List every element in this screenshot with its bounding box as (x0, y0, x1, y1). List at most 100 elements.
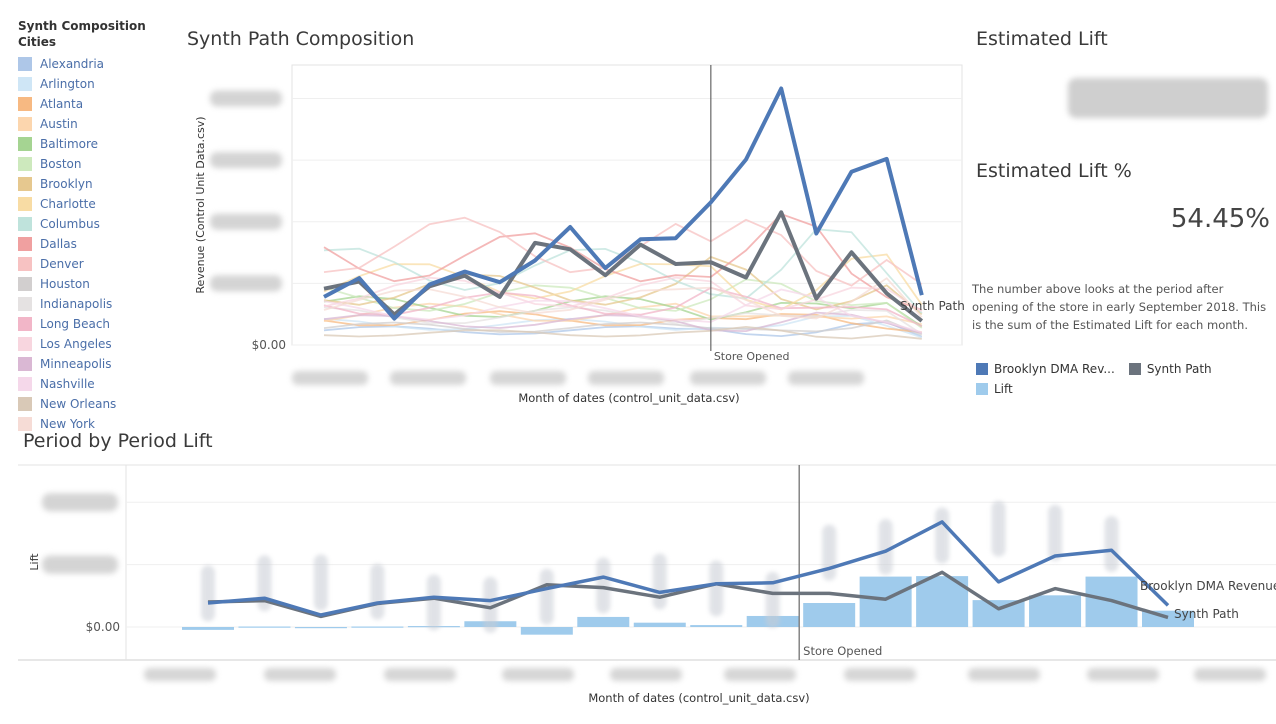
legend-item[interactable]: Minneapolis (18, 354, 178, 374)
plot-frame (291, 64, 963, 346)
legend-swatch (18, 237, 32, 251)
city-series-line (323, 288, 923, 334)
y-tick-redacted (42, 555, 118, 574)
legend-item[interactable]: Columbus (18, 214, 178, 234)
legend-item-label: Minneapolis (40, 357, 112, 371)
legend-item[interactable]: Long Beach (18, 314, 178, 334)
lift-bar (238, 626, 291, 628)
x-tick-redacted (588, 371, 664, 385)
city-series-line (323, 325, 922, 340)
store-opened-label: Store Opened (714, 350, 790, 363)
lift-bar (1029, 595, 1082, 627)
estimated-lift-pct-title: Estimated Lift % (976, 160, 1132, 182)
legend-swatch (18, 197, 32, 211)
range-mark-redacted (201, 565, 215, 622)
legend-item[interactable]: Denver (18, 254, 178, 274)
x-tick-redacted (390, 371, 466, 385)
legend-item-label: Los Angeles (40, 337, 112, 351)
legend-item[interactable]: Atlanta (18, 94, 178, 114)
legend-lift-label: Lift (994, 382, 1013, 396)
city-series-line (323, 295, 923, 328)
y-tick-redacted (210, 152, 282, 169)
range-mark-redacted (426, 574, 441, 631)
legend-swatch (18, 417, 32, 431)
legend-item-label: Nashville (40, 377, 95, 391)
y-tick-zero: $0.00 (86, 620, 120, 634)
range-mark-redacted (1048, 504, 1063, 561)
legend-item[interactable]: Houston (18, 274, 178, 294)
legend-swatch (18, 217, 32, 231)
city-series-line (323, 276, 923, 313)
lift-bar (690, 625, 743, 627)
legend-swatch (18, 357, 32, 371)
legend-item[interactable]: Arlington (18, 74, 178, 94)
legend-item-label: Boston (40, 157, 82, 171)
range-mark-redacted (1104, 516, 1119, 573)
legend-swatch (18, 97, 32, 111)
legend-item-label: Long Beach (40, 317, 111, 331)
legend-synth-label: Synth Path (1146, 362, 1212, 376)
lift-bar (859, 576, 912, 627)
legend-item[interactable]: Nashville (18, 374, 178, 394)
legend-item-label: Austin (40, 117, 78, 131)
range-mark-redacted (991, 500, 1006, 557)
range-mark-redacted (822, 524, 837, 581)
city-series-line (323, 319, 923, 336)
range-mark-redacted (878, 519, 893, 576)
legend-swatch (18, 157, 32, 171)
synth-path-chart: $0.00 Revenue (Control Unit Data.csv) Stor… (194, 64, 965, 405)
city-series-line (323, 286, 923, 328)
lift-bar (182, 627, 234, 630)
x-tick-redacted (968, 668, 1040, 681)
brooklyn-revenue-line (323, 86, 924, 321)
city-series-line (323, 216, 923, 287)
store-opened-label: Store Opened (803, 644, 882, 658)
legend-item[interactable]: New Orleans (18, 394, 178, 414)
x-tick-redacted (844, 668, 916, 681)
legend-swatch (18, 257, 32, 271)
legend-swatch (18, 377, 32, 391)
legend-item[interactable]: Austin (18, 114, 178, 134)
legend-item-label: Columbus (40, 217, 100, 231)
range-mark-redacted (483, 576, 498, 633)
x-tick-redacted (690, 371, 766, 385)
legend-item-label: Atlanta (40, 97, 84, 111)
legend-item[interactable]: Boston (18, 154, 178, 174)
brooklyn-revenue-line (207, 520, 1170, 617)
estimated-lift-title: Estimated Lift (976, 28, 1108, 50)
city-series-line (323, 253, 923, 311)
legend-synth-swatch (1128, 363, 1141, 375)
x-tick-redacted (264, 668, 336, 681)
legend-items: Alexandria Arlington Atlanta Austin Baltimor… (18, 54, 178, 434)
legend-item[interactable]: New York (18, 414, 178, 434)
legend-item-label: Houston (40, 277, 90, 291)
range-mark-redacted (370, 563, 385, 620)
legend-synth: Synth Path (1128, 362, 1212, 376)
legend-item[interactable]: Indianapolis (18, 294, 178, 314)
lift-note: The number above looks at the period aft… (972, 282, 1267, 332)
legend-title: Synth Composition Cities (18, 19, 146, 49)
x-tick-redacted (384, 668, 456, 681)
lift-bar (803, 603, 856, 627)
legend-item[interactable]: Los Angeles (18, 334, 178, 354)
legend-item[interactable]: Baltimore (18, 134, 178, 154)
x-tick-redacted (610, 668, 682, 681)
legend-swatch (18, 397, 32, 411)
legend-swatch (18, 277, 32, 291)
lift-bar (520, 627, 573, 635)
x-tick-redacted (144, 668, 216, 681)
series-legend: Brooklyn DMA Rev... Synth Path Lift (976, 362, 1266, 396)
legend-swatch (18, 177, 32, 191)
x-axis-label: Month of dates (control_unit_data.csv) (518, 391, 739, 405)
legend-brooklyn-label: Brooklyn DMA Rev... (994, 362, 1115, 376)
legend-item[interactable]: Alexandria (18, 54, 178, 74)
legend-swatch (18, 117, 32, 131)
legend-item[interactable]: Dallas (18, 234, 178, 254)
legend-item[interactable]: Brooklyn (18, 174, 178, 194)
lift-bar (633, 622, 686, 627)
legend-item-label: New York (40, 417, 95, 431)
x-tick-redacted (1087, 668, 1159, 681)
legend-item[interactable]: Charlotte (18, 194, 178, 214)
bottom-chart-title: Period by Period Lift (23, 430, 213, 452)
range-mark-redacted (539, 568, 554, 625)
